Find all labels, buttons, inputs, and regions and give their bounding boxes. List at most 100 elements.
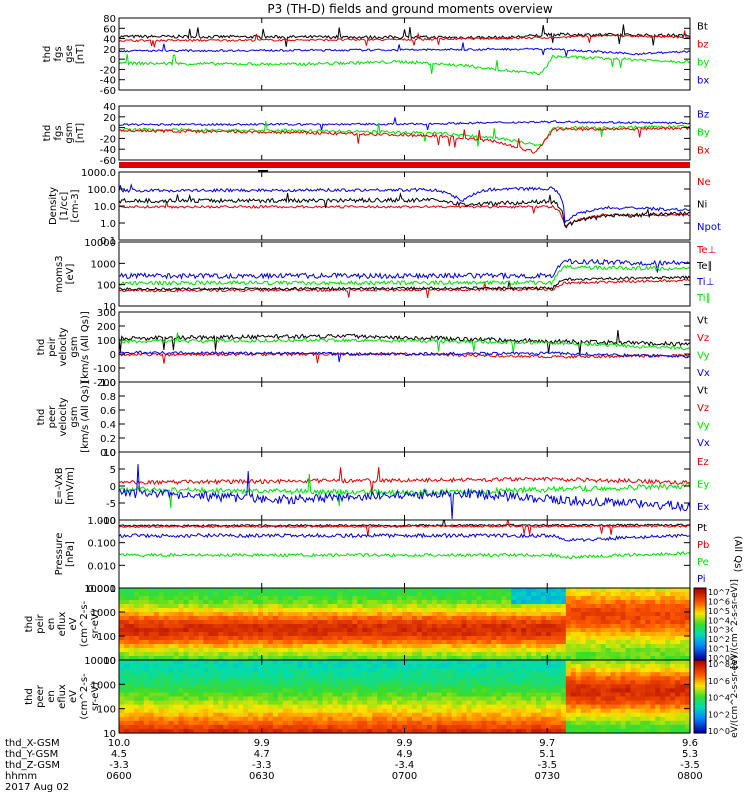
- heatmap-cell: [392, 640, 398, 645]
- heatmap-cell: [292, 712, 299, 718]
- heatmap-cell: [496, 688, 502, 694]
- heatmap-cell: [550, 700, 557, 706]
- heatmap-cell: [198, 628, 205, 633]
- legend-label: Vx: [697, 368, 710, 379]
- heatmap-cell: [337, 636, 344, 641]
- heatmap-cell: [630, 700, 636, 706]
- heatmap-cell: [337, 720, 344, 726]
- heatmap-cell: [526, 628, 532, 633]
- heatmap-cell: [451, 668, 458, 673]
- heatmap-cell: [312, 632, 319, 637]
- heatmap-cell: [451, 716, 458, 722]
- heatmap-cell: [332, 676, 339, 681]
- heatmap-cell: [555, 664, 562, 669]
- heatmap-cell: [560, 616, 567, 621]
- legend-label: Npot: [697, 222, 721, 233]
- heatmap-cell: [243, 632, 249, 637]
- heatmap-cell: [377, 656, 383, 661]
- heatmap-cell: [178, 612, 185, 617]
- heatmap-cell: [665, 716, 671, 722]
- heatmap-cell: [352, 592, 358, 597]
- y-axis-label: eflux: [57, 612, 68, 637]
- heatmap-cell: [357, 632, 363, 637]
- heatmap-cell: [267, 728, 274, 734]
- heatmap-cell: [635, 728, 641, 734]
- heatmap-cell: [218, 716, 224, 722]
- heatmap-cell: [461, 608, 468, 613]
- heatmap-cell: [282, 672, 289, 677]
- heatmap-cell: [238, 724, 244, 730]
- heatmap-cell: [183, 588, 190, 593]
- heatmap-cell: [322, 648, 329, 653]
- heatmap-cell: [123, 692, 130, 698]
- heatmap-cell: [312, 668, 319, 673]
- heatmap-cell: [615, 644, 622, 649]
- heatmap-cell: [565, 652, 572, 657]
- heatmap-cell: [600, 684, 607, 689]
- heatmap-cell: [585, 616, 592, 621]
- heatmap-cell: [277, 664, 284, 669]
- heatmap-cell: [451, 632, 458, 637]
- y-tick-label: 60: [103, 24, 116, 35]
- heatmap-cell: [148, 620, 155, 625]
- heatmap-cell: [352, 684, 358, 689]
- heatmap-cell: [173, 720, 180, 726]
- heatmap-cell: [258, 676, 264, 681]
- heatmap-cell: [570, 688, 577, 694]
- heatmap-cell: [516, 588, 522, 593]
- heatmap-cell: [272, 616, 279, 621]
- heatmap-cell: [392, 680, 398, 685]
- heatmap-cell: [645, 720, 651, 726]
- heatmap-cell: [431, 708, 438, 714]
- heatmap-cell: [446, 648, 453, 653]
- heatmap-cell: [317, 644, 324, 649]
- heatmap-cell: [367, 660, 373, 665]
- heatmap-cell: [625, 624, 632, 629]
- heatmap-cell: [392, 676, 398, 681]
- heatmap-cell: [173, 604, 180, 609]
- heatmap-cell: [287, 588, 294, 593]
- heatmap-cell: [119, 588, 125, 593]
- heatmap-cell: [233, 640, 239, 645]
- heatmap-cell: [342, 600, 348, 605]
- heatmap-cell: [307, 660, 314, 665]
- heatmap-cell: [635, 608, 641, 613]
- heatmap-cell: [481, 596, 488, 601]
- heatmap-cell: [312, 596, 319, 601]
- heatmap-cell: [411, 704, 418, 710]
- heatmap-cell: [615, 684, 622, 689]
- heatmap-cell: [670, 688, 676, 694]
- heatmap-cell: [595, 688, 602, 694]
- heatmap-cell: [292, 600, 299, 605]
- heatmap-cell: [680, 616, 686, 621]
- heatmap-cell: [446, 728, 453, 734]
- heatmap-cell: [565, 676, 572, 681]
- heatmap-cell: [193, 648, 200, 653]
- colorbar-cell: [694, 651, 706, 654]
- heatmap-cell: [660, 704, 666, 710]
- heatmap-cell: [600, 620, 607, 625]
- heatmap-cell: [615, 604, 622, 609]
- heatmap-cell: [327, 596, 334, 601]
- heatmap-cell: [337, 628, 344, 633]
- heatmap-cell: [128, 696, 135, 702]
- y-axis-label: [1/cc]: [59, 192, 70, 221]
- heatmap-cell: [287, 704, 294, 710]
- heatmap-cell: [332, 632, 339, 637]
- heatmap-cell: [302, 652, 309, 657]
- heatmap-cell: [536, 668, 542, 673]
- heatmap-cell: [248, 616, 254, 621]
- heatmap-cell: [133, 660, 140, 665]
- heatmap-cell: [486, 688, 492, 694]
- heatmap-cell: [665, 720, 671, 726]
- heatmap-cell: [655, 632, 661, 637]
- heatmap-cell: [123, 664, 130, 669]
- heatmap-cell: [267, 712, 274, 718]
- heatmap-cell: [138, 612, 145, 617]
- heatmap-cell: [466, 676, 473, 681]
- heatmap-cell: [600, 720, 607, 726]
- heatmap-cell: [406, 596, 413, 601]
- heatmap-cell: [570, 636, 577, 641]
- heatmap-cell: [660, 636, 666, 641]
- heatmap-cell: [501, 620, 507, 625]
